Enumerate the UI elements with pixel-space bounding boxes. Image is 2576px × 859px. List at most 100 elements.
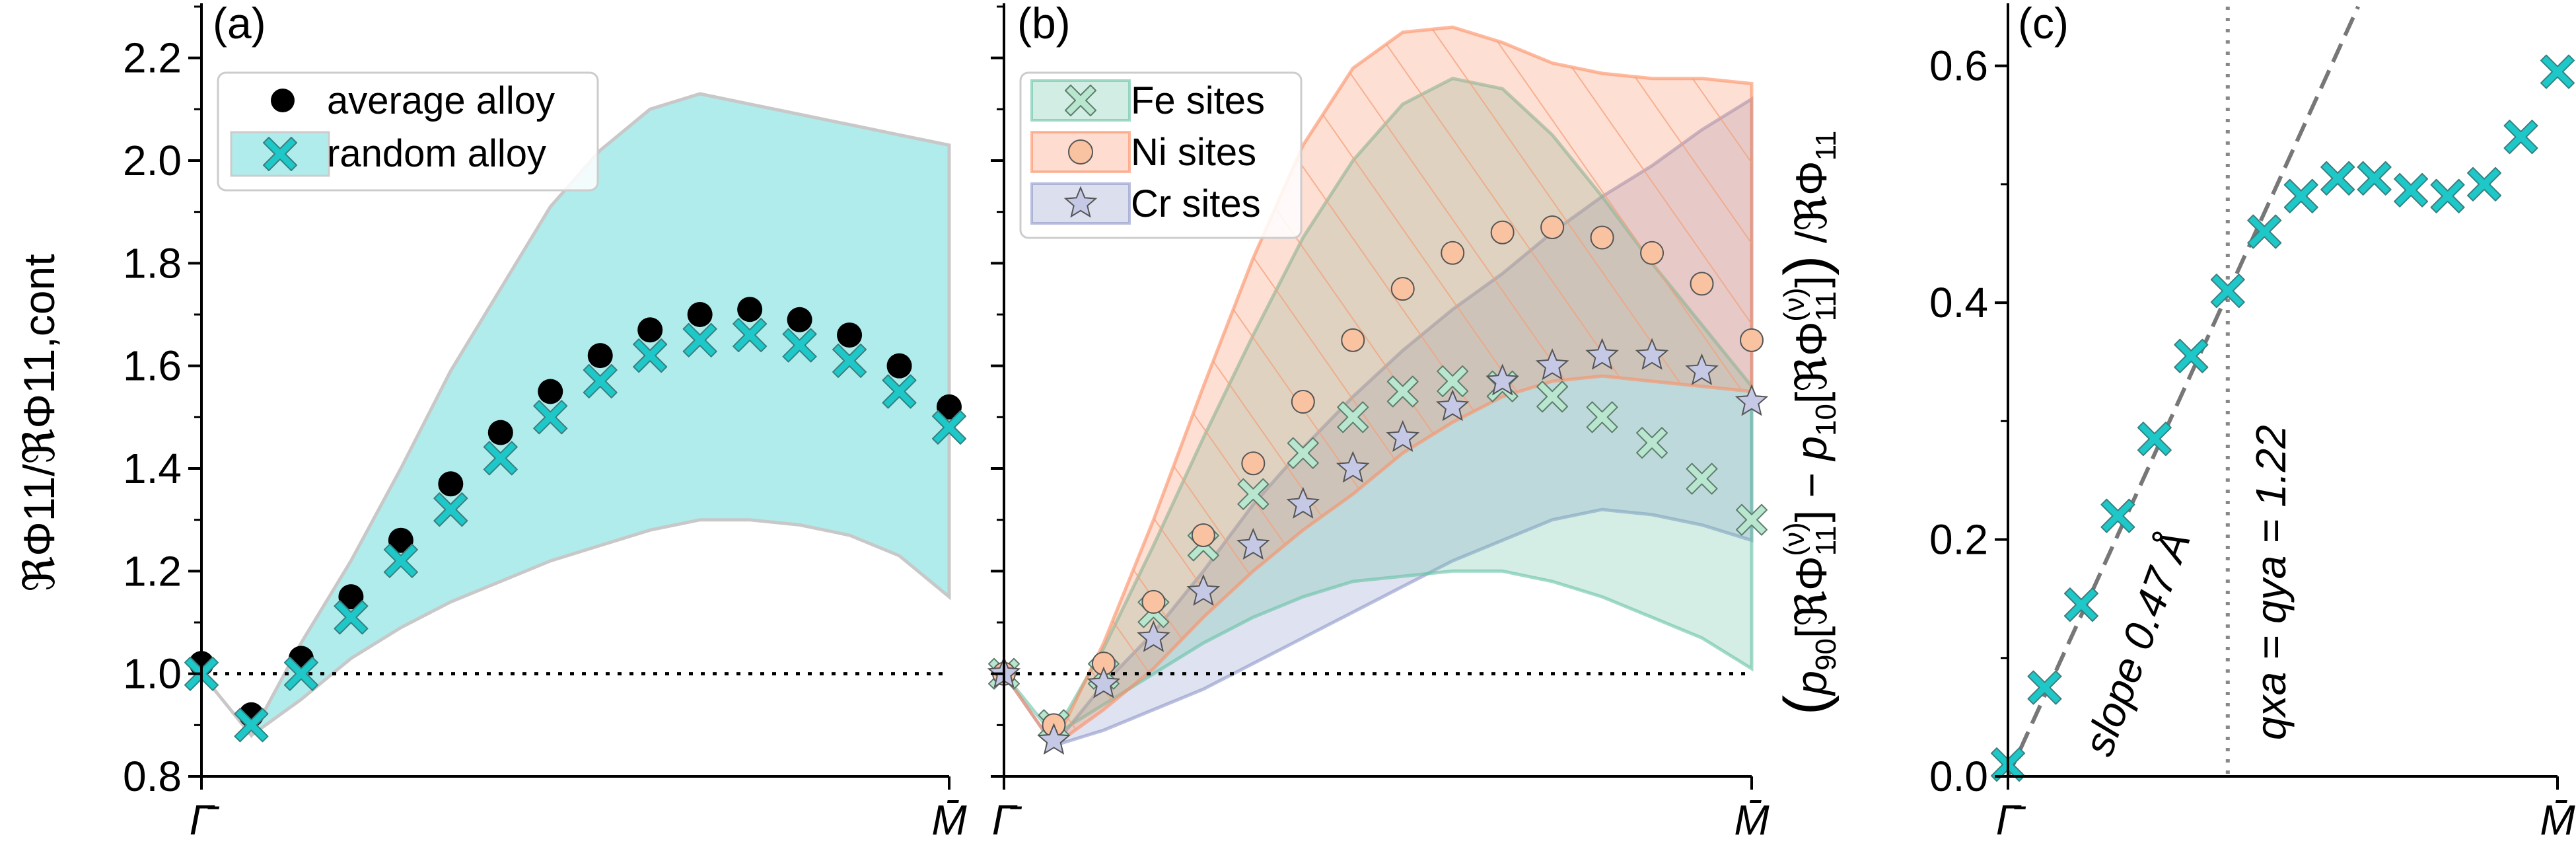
panel-label-c: (c) <box>2018 0 2069 48</box>
axes-c: 0.0 0.2 0.4 0.6 Γ̄ M̄ <box>1929 3 2575 844</box>
marks-a <box>184 297 966 743</box>
y-tick-label-a: 2.0 <box>123 137 182 184</box>
spread-point <box>2540 54 2575 89</box>
cr-sites-point <box>1286 486 1320 519</box>
y-tick-label-a: 1.2 <box>123 547 182 595</box>
bands-b <box>1004 25 1754 749</box>
spread-point <box>2027 670 2062 705</box>
average-alloy-point <box>787 307 812 332</box>
fe-sites-point <box>1237 478 1270 510</box>
random-alloy-point <box>682 322 717 357</box>
y-tick-label-c: 0.0 <box>1929 753 1988 800</box>
panel-label-b: (b) <box>1017 0 1071 48</box>
ni-sites-point <box>1740 328 1764 352</box>
panel-b: Γ̄ M̄ (b) Fe sites Ni sites Cr sites <box>987 0 1770 844</box>
random-alloy-point <box>533 400 568 435</box>
ni-sites-point <box>1291 390 1315 414</box>
random-alloy-point <box>433 492 468 527</box>
fe-sites-point <box>1686 463 1718 495</box>
legend-x-random-alloy <box>263 137 297 171</box>
spread-point <box>2467 167 2502 202</box>
average-alloy-point <box>388 527 413 553</box>
fe-sites-point <box>1636 427 1668 459</box>
marks-b <box>987 215 1769 755</box>
cr-sites-point <box>1087 666 1121 698</box>
legend-marker-fe-sites <box>1065 85 1096 116</box>
legend-x-fe-sites <box>1065 85 1096 116</box>
panel-c: 0.0 0.2 0.4 0.6 Γ̄ M̄ (c) (p90[ℜΦ11(ν)] − p10… <box>1772 0 2575 844</box>
average-alloy-point <box>438 471 464 497</box>
y-tick-label-c: 0.4 <box>1929 279 1988 326</box>
average-alloy-point <box>886 353 912 379</box>
cr-sites-point <box>1037 722 1071 755</box>
average-alloy-point <box>587 343 613 369</box>
fe-sites-point <box>1437 365 1469 397</box>
random-alloy-point <box>234 708 269 743</box>
y-tick-label-c: 0.2 <box>1929 516 1988 564</box>
y-tick-label-a: 1.0 <box>123 650 182 698</box>
fe-sites-point <box>1386 375 1419 408</box>
y-tick-label-a: 1.4 <box>123 445 182 492</box>
spread-point <box>2174 338 2209 373</box>
spread-point <box>2137 422 2172 457</box>
legend-label-average-alloy: average alloy <box>327 79 555 122</box>
panel-a: 0.8 1.0 1.2 1.4 1.6 1.8 2.0 2.2 Γ̄ M̄ (a) ℜΦ11/ℜΦ… <box>15 0 967 844</box>
random-alloy-point <box>733 318 768 353</box>
x-tick-label-a: M̄ <box>931 796 967 844</box>
ni-sites-point <box>1241 451 1266 476</box>
average-alloy-point <box>837 322 863 348</box>
legend-a: average alloy random alloy <box>217 71 599 192</box>
legend-label-ni-sites: Ni sites <box>1131 131 1256 174</box>
random-alloy-point <box>832 343 867 378</box>
cr-sites-point <box>1585 338 1619 370</box>
average-alloy-point <box>338 584 364 610</box>
x-tick-label-b: M̄ <box>1734 796 1770 844</box>
spread-point <box>2503 120 2538 155</box>
cr-sites-point <box>1336 451 1370 483</box>
legend-marker-random-alloy <box>263 137 297 171</box>
fe-sites-point <box>1536 381 1569 413</box>
ni-sites-point <box>1390 277 1415 301</box>
fe-sites-point <box>1736 504 1768 536</box>
y-axis-label-c-text: (p90[ℜΦ11(ν)] − p10[ℜΦ11(ν)]) /ℜΦ11 <box>1772 131 1842 716</box>
y-tick-label-a: 0.8 <box>123 753 182 800</box>
ni-sites-point <box>1640 241 1664 265</box>
spread-point <box>2430 178 2465 213</box>
legend-marker-cr-sites <box>1063 186 1098 218</box>
slope-annotation: slope 0.47 Å <box>2074 525 2199 762</box>
cr-sites-point <box>1137 620 1170 652</box>
cr-sites-point <box>1435 389 1470 422</box>
y-axis-label-a: ℜΦ11/ℜΦ11,cont <box>15 254 63 591</box>
y-tick-label-a: 1.6 <box>123 342 182 390</box>
spread-point <box>2320 161 2355 196</box>
spread-point <box>2210 274 2245 309</box>
fe-sites-point <box>1586 401 1618 433</box>
band-hatch-ni-sites <box>1004 27 1752 746</box>
random-alloy-point <box>633 338 668 373</box>
spread-point <box>2283 178 2318 213</box>
cr-sites-point <box>1236 527 1270 560</box>
y-tick-label-a: 2.2 <box>123 34 182 82</box>
cr-sites-point <box>1635 338 1669 370</box>
random-alloy-point <box>782 328 817 363</box>
spread-point <box>2394 172 2429 207</box>
axes-a: 0.8 1.0 1.2 1.4 1.6 1.8 2.0 2.2 Γ̄ M̄ <box>123 3 967 844</box>
random-alloy-point <box>283 656 318 691</box>
legend-label-fe-sites: Fe sites <box>1131 79 1265 122</box>
average-alloy-point <box>687 302 713 327</box>
ni-sites-point <box>1141 589 1166 614</box>
y-tick-label-a: 1.8 <box>123 239 182 287</box>
legend-b: Fe sites Ni sites Cr sites <box>1019 71 1303 239</box>
cr-sites-point <box>1735 384 1769 416</box>
legend-label-random-alloy: random alloy <box>327 132 546 175</box>
q-annotation: qxa = qya = 1.22 <box>2247 425 2295 740</box>
cr-sites-point <box>1186 574 1221 606</box>
average-alloy-point <box>487 420 513 445</box>
x-tick-label-c: M̄ <box>2540 796 2575 844</box>
legend-marker-ni-sites <box>1068 139 1093 165</box>
cr-sites-point <box>1535 348 1569 381</box>
ni-sites-point <box>1590 225 1614 250</box>
legend-marker-average-alloy <box>271 89 295 112</box>
average-alloy-point <box>538 379 563 404</box>
